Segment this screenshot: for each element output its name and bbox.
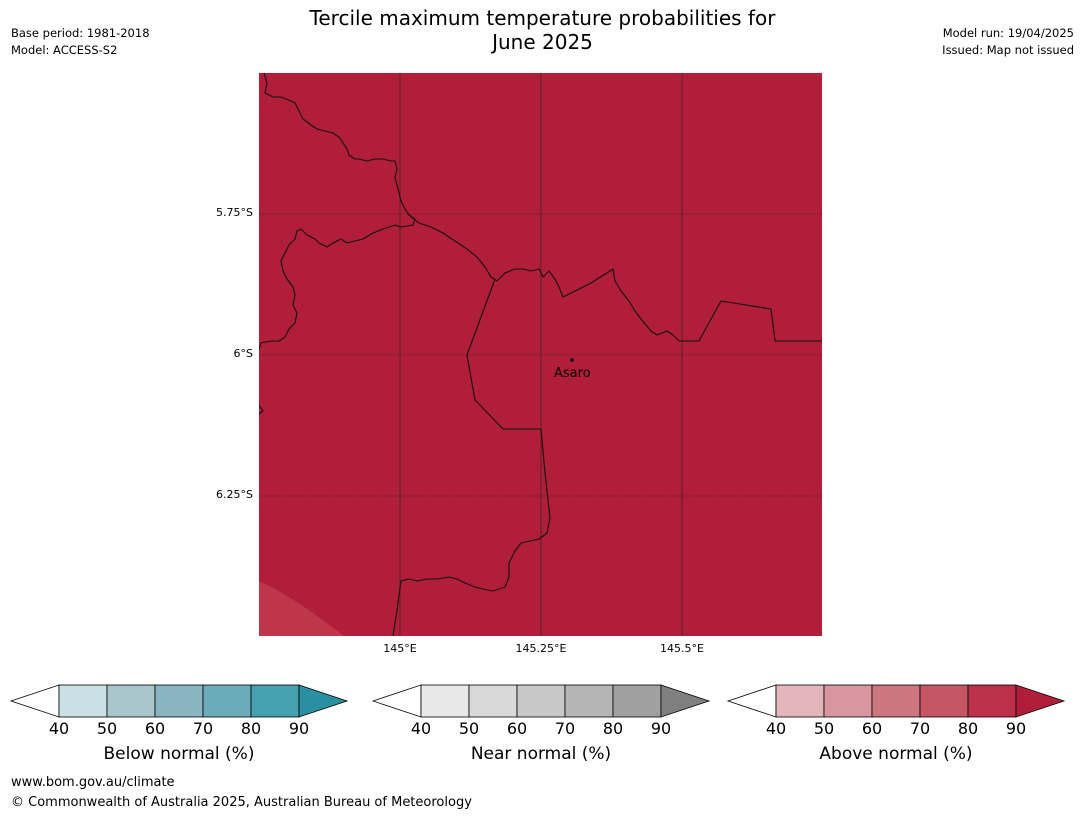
colorbar-near-tick-60: 60: [506, 719, 528, 738]
colorbar-near-tick-90: 90: [650, 719, 672, 738]
colorbar-near-segment-2: [468, 684, 518, 718]
colorbar-above-segment-4: [919, 684, 969, 718]
colorbar-near-segment-3: [516, 684, 566, 718]
colorbar-above-title: Above normal (%): [819, 744, 973, 764]
colorbar-above-tick-80: 80: [957, 719, 979, 738]
colorbar-below-title: Below normal (%): [103, 744, 255, 764]
colorbar-above-segment-2: [823, 684, 873, 718]
colorbar-below-tick-60: 60: [144, 719, 166, 738]
lon-label-145-5e: 145.5°E: [660, 642, 704, 655]
colorbar-below-segment-4: [202, 684, 252, 718]
footer-website: www.bom.gov.au/climate: [11, 775, 175, 790]
colorbar-above-min-arrow: [726, 684, 777, 718]
colorbar-above-max-arrow: [1015, 684, 1066, 718]
colorbar-near-title: Near normal (%): [470, 744, 612, 764]
colorbar-near-tick-50: 50: [458, 719, 480, 738]
colorbar-above-tick-60: 60: [861, 719, 883, 738]
metadata-left: Base period: 1981-2018 Model: ACCESS-S2: [11, 25, 150, 59]
asaro-marker: [570, 358, 574, 362]
metadata-right: Model run: 19/04/2025 Issued: Map not is…: [942, 25, 1074, 59]
colorbar-above-tick-40: 40: [765, 719, 787, 738]
colorbar-below-tick-50: 50: [96, 719, 118, 738]
colorbar-above-segment-1: [775, 684, 825, 718]
colorbar-group: [9, 684, 1066, 718]
model-name: Model: ACCESS-S2: [11, 43, 118, 57]
colorbar-below-tick-40: 40: [48, 719, 70, 738]
map-title: Tercile maximum temperature probabilitie…: [0, 6, 1085, 54]
lat-label-5-75s: 5.75°S: [216, 206, 253, 219]
colorbar-near-tick-40: 40: [410, 719, 432, 738]
colorbar-below-segment-1: [58, 684, 108, 718]
colorbar-near-min-arrow: [371, 684, 422, 718]
colorbar-near-segment-5: [612, 684, 662, 718]
colorbar-near-segment-1: [420, 684, 470, 718]
lon-label-145-25e: 145.25°E: [515, 642, 567, 655]
colorbar-above-tick-50: 50: [813, 719, 835, 738]
colorbar-above-tick-70: 70: [909, 719, 931, 738]
colorbar-above-segment-5: [967, 684, 1017, 718]
lat-label-6s: 6°S: [233, 347, 253, 360]
province-boundaries: [259, 73, 822, 636]
colorbar-below-min-arrow: [9, 684, 60, 718]
colorbar-above-segment-3: [871, 684, 921, 718]
colorbar-near-tick-70: 70: [554, 719, 576, 738]
probability-fill: [259, 73, 822, 636]
colorbar-above-tick-90: 90: [1005, 719, 1027, 738]
issued-status: Issued: Map not issued: [942, 43, 1074, 57]
footer-copyright: © Commonwealth of Australia 2025, Austra…: [11, 795, 472, 810]
map-title-line1: Tercile maximum temperature probabilitie…: [309, 6, 776, 30]
boundary-west-edge: [259, 404, 264, 415]
colorbar-near-max-arrow: [660, 684, 711, 718]
boundary-central: [392, 278, 551, 636]
colorbar-below-segment-2: [106, 684, 156, 718]
colorbar-near-tick-80: 80: [602, 719, 624, 738]
asaro-label: Asaro: [554, 366, 591, 381]
lat-label-6-25s: 6.25°S: [216, 488, 253, 501]
colorbar-near-segment-4: [564, 684, 614, 718]
base-period: Base period: 1981-2018: [11, 26, 150, 40]
colorbar-below-tick-70: 70: [192, 719, 214, 738]
probability-map[interactable]: Asaro: [259, 73, 822, 636]
colorbar-below-segment-5: [250, 684, 300, 718]
boundary-northern: [408, 214, 822, 342]
model-run: Model run: 19/04/2025: [942, 26, 1074, 40]
map-title-line2: June 2025: [492, 30, 593, 54]
lower-probability-area: [259, 581, 344, 636]
colorbar-below-tick-90: 90: [288, 719, 310, 738]
graticule: [259, 73, 822, 636]
boundary-western: [259, 73, 416, 350]
colorbar-below-tick-80: 80: [240, 719, 262, 738]
colorbar-below-max-arrow: [298, 684, 349, 718]
lon-label-145e: 145°E: [383, 642, 417, 655]
colorbar-below-segment-3: [154, 684, 204, 718]
